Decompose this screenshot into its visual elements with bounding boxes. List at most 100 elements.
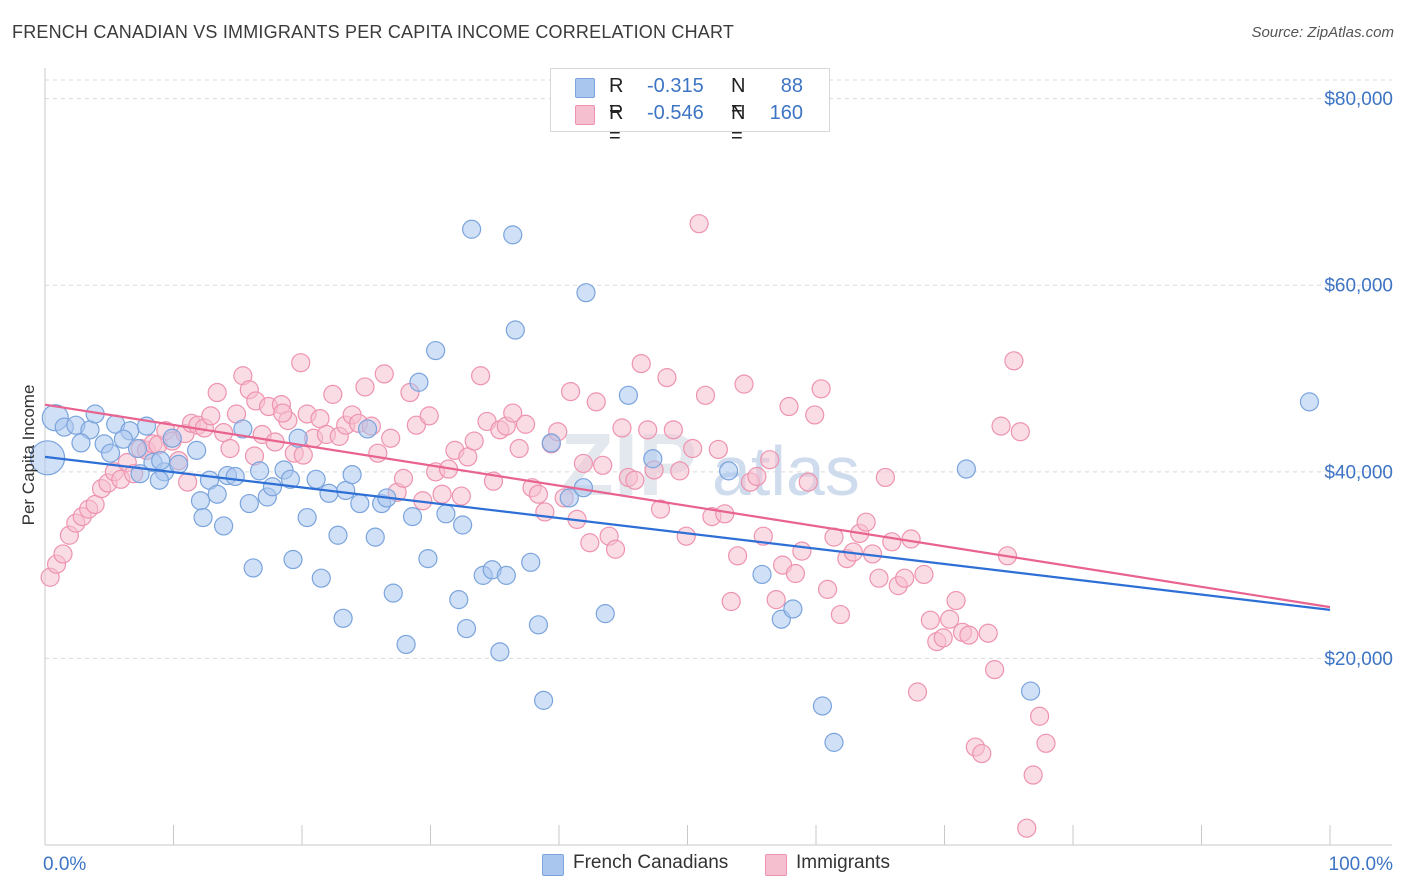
point-immigrants (766, 590, 786, 610)
point-immigrants (273, 403, 293, 423)
legend-r-value: -0.315 (647, 75, 704, 97)
trend-line-french-canadians (44, 455, 1331, 611)
point-immigrants (638, 420, 658, 440)
point-french-canadians (824, 732, 844, 752)
point-immigrants (471, 366, 491, 386)
point-french-canadians (151, 451, 171, 471)
legend-n-value: 160 (769, 102, 803, 124)
point-french-canadians (328, 525, 348, 545)
point-immigrants (792, 541, 812, 561)
bottom-legend-swatch-pink (765, 854, 787, 876)
point-immigrants (625, 470, 645, 490)
point-french-canadians (426, 340, 446, 361)
point-immigrants (560, 381, 581, 402)
legend-r-label: R = (609, 75, 624, 120)
point-french-canadians (283, 549, 303, 570)
x-tick-label-min: 0.0% (43, 854, 86, 875)
point-french-canadians (187, 440, 207, 460)
legend-n-label: N = (731, 102, 746, 147)
y-tick-label: $40,000 (1324, 462, 1393, 483)
point-french-canadians (496, 565, 516, 585)
point-immigrants (875, 467, 895, 488)
source-label: Source: ZipAtlas.com (1251, 24, 1394, 41)
point-french-canadians (280, 469, 301, 489)
point-immigrants (207, 382, 227, 403)
legend-r-label: R = (609, 102, 624, 147)
data-points (29, 214, 1320, 838)
point-immigrants (978, 623, 998, 643)
point-immigrants (972, 743, 992, 764)
point-immigrants (406, 415, 426, 435)
point-immigrants (580, 533, 600, 553)
point-french-canadians (396, 634, 416, 655)
point-french-canadians (249, 461, 270, 481)
point-immigrants (753, 526, 773, 546)
point-immigrants (676, 526, 696, 546)
point-immigrants (612, 418, 632, 438)
point-immigrants (805, 405, 825, 425)
point-immigrants (683, 438, 703, 459)
point-immigrants (721, 591, 741, 612)
point-french-canadians (453, 515, 473, 535)
point-french-canadians (100, 443, 121, 463)
bottom-legend-label: French Canadians (573, 852, 729, 873)
y-tick-label: $60,000 (1324, 276, 1393, 297)
point-immigrants (856, 512, 876, 532)
trend-lines (44, 403, 1331, 611)
point-french-canadians (113, 429, 133, 449)
trend-line-immigrants (44, 403, 1331, 609)
point-immigrants (419, 406, 439, 426)
point-french-canadians (311, 568, 331, 588)
point-immigrants (747, 466, 767, 487)
point-french-canadians (528, 615, 549, 635)
point-french-canadians (812, 696, 833, 716)
point-french-canadians (207, 484, 227, 504)
point-immigrants (201, 406, 221, 426)
point-immigrants (355, 377, 375, 397)
point-french-canadians (418, 548, 438, 569)
point-french-canadians (162, 428, 182, 448)
legend-n-label: N = (731, 75, 746, 120)
point-french-canadians (297, 507, 317, 528)
point-french-canadians (503, 225, 523, 245)
point-immigrants (393, 468, 414, 488)
point-immigrants (907, 682, 928, 702)
point-immigrants (381, 428, 401, 448)
point-immigrants (178, 472, 198, 492)
point-french-canadians (719, 461, 739, 481)
point-immigrants (293, 445, 313, 465)
tick-labels: $20,000 $40,000 $60,000 $80,000 0.0% 100.0% (43, 89, 1393, 875)
legend: R = -0.315 N = 88 R = -0.546 N = 160 (550, 68, 830, 147)
point-french-canadians (643, 449, 663, 469)
point-immigrants (785, 563, 806, 584)
point-french-canadians (409, 372, 429, 392)
point-immigrants (933, 628, 953, 648)
point-french-canadians (505, 320, 525, 340)
x-tick-label-max: 100.0% (1329, 854, 1394, 875)
point-immigrants (1036, 733, 1056, 753)
point-immigrants (605, 539, 626, 559)
point-french-canadians (383, 583, 403, 603)
bottom-legend-label: Immigrants (796, 852, 890, 873)
point-immigrants (895, 568, 915, 588)
point-immigrants (432, 484, 452, 504)
point-french-canadians (576, 283, 596, 303)
point-immigrants (515, 414, 536, 434)
point-immigrants (663, 420, 683, 440)
point-french-canadians (533, 690, 554, 710)
point-french-canadians (193, 507, 213, 528)
point-immigrants (631, 354, 651, 374)
point-french-canadians (350, 493, 370, 514)
point-french-canadians (449, 590, 469, 610)
point-french-canadians (225, 466, 245, 487)
point-french-canadians (595, 604, 615, 624)
point-immigrants (1017, 818, 1037, 838)
point-immigrants (323, 384, 343, 404)
point-french-canadians (71, 433, 91, 453)
point-immigrants (946, 590, 966, 611)
point-french-canadians (233, 419, 253, 439)
point-french-canadians (214, 516, 234, 536)
point-french-canadians (541, 433, 561, 453)
point-immigrants (708, 439, 728, 460)
